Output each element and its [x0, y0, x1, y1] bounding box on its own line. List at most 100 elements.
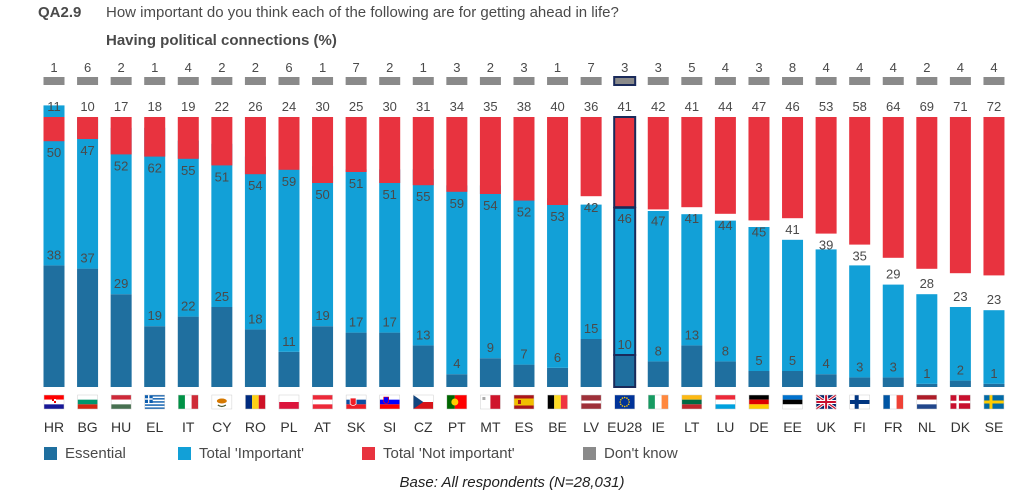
label-essential-el: 19 [147, 308, 161, 323]
category-label-ee: EE [783, 419, 802, 435]
bar-dont-know-cz [412, 77, 434, 85]
label-dont-know-at: 1 [319, 60, 326, 75]
chart-title: Having political connections (%) [106, 32, 337, 49]
legend-swatch-essential [44, 446, 57, 460]
bar-dont-know-se [983, 77, 1005, 85]
label-essential-cz: 13 [416, 327, 430, 342]
category-label-se: SE [985, 419, 1004, 435]
label-total-important-cy: 51 [215, 169, 229, 184]
bar-essential-be [547, 367, 569, 387]
bar-dont-know-be [547, 77, 569, 85]
bar-dont-know-fi [849, 77, 871, 85]
bar-not-important-it [177, 117, 199, 159]
bar-essential-fi [849, 377, 871, 387]
question-code: QA2.9 [38, 4, 82, 21]
bar-total-important-ee [782, 239, 804, 371]
label-not-important-hr: 11 [47, 99, 61, 114]
bar-essential-fr [882, 377, 904, 387]
bar-essential-se [983, 383, 1005, 387]
bar-essential-pt [446, 374, 468, 387]
label-total-important-ro: 54 [248, 178, 262, 193]
label-not-important-uk: 53 [819, 99, 833, 114]
label-total-important-fr: 29 [886, 267, 900, 282]
label-essential-es: 7 [520, 347, 527, 362]
label-total-important-se: 23 [987, 292, 1001, 307]
category-label-pl: PL [280, 419, 297, 435]
category-label-es: ES [515, 419, 534, 435]
category-label-uk: UK [816, 419, 836, 435]
label-total-important-bg: 47 [80, 143, 94, 158]
label-dont-know-lu: 4 [722, 60, 729, 75]
flag-hr-icon [43, 394, 65, 410]
label-total-important-si: 51 [382, 187, 396, 202]
bar-dont-know-uk [815, 77, 837, 85]
bar-not-important-hu [110, 117, 132, 155]
legend-total-not-important: Total 'Not important' [362, 444, 515, 462]
bar-not-important-el [144, 117, 166, 157]
bar-dont-know-lt [681, 77, 703, 85]
bar-total-important-lv [580, 204, 602, 339]
category-label-el: EL [146, 419, 163, 435]
bar-total-important-lu [714, 220, 736, 362]
label-total-important-nl: 28 [920, 276, 934, 291]
label-total-important-pt: 59 [450, 196, 464, 211]
bar-not-important-pt [446, 117, 468, 192]
bar-not-important-mt [479, 117, 501, 194]
label-total-important-de: 45 [752, 224, 766, 239]
label-essential-mt: 9 [487, 340, 494, 355]
label-essential-se: 1 [990, 366, 997, 381]
category-label-it: IT [182, 419, 195, 435]
category-label-pt: PT [448, 419, 466, 435]
label-dont-know-fr: 4 [890, 60, 897, 75]
bar-essential-lt [681, 345, 703, 387]
bar-essential-uk [815, 374, 837, 387]
bar-total-important-hu [110, 127, 132, 295]
flag-fi-icon [849, 394, 870, 410]
label-not-important-pt: 34 [450, 99, 464, 114]
flag-be-icon [547, 394, 568, 410]
bar-total-important-eu28 [613, 206, 637, 356]
label-not-important-sk: 25 [349, 99, 363, 114]
label-not-important-se: 72 [987, 99, 1001, 114]
bar-essential-sk [345, 332, 367, 387]
category-label-fr: FR [884, 419, 903, 435]
bar-not-important-ro [244, 117, 266, 175]
question-text: How important do you think each of the f… [106, 4, 619, 21]
flag-nl-icon [916, 394, 938, 410]
bar-total-important-hr [43, 105, 65, 266]
category-label-sk: SK [347, 419, 366, 435]
category-label-cy: CY [212, 419, 232, 435]
legend-swatch-dont-know [583, 446, 596, 460]
label-dont-know-dk: 4 [957, 60, 964, 75]
label-total-important-lu: 44 [718, 218, 732, 233]
label-total-important-ee: 41 [785, 222, 799, 237]
flag-mt-icon [480, 394, 501, 410]
bar-essential-nl [916, 383, 938, 387]
bar-essential-ro [244, 329, 266, 387]
label-total-important-hr: 50 [47, 145, 61, 160]
flag-dk-icon [950, 394, 971, 410]
bar-dont-know-cy [211, 77, 233, 85]
label-dont-know-si: 2 [386, 60, 393, 75]
bar-essential-cy [211, 307, 233, 387]
flag-se-icon [983, 394, 1005, 410]
bar-dont-know-si [379, 77, 401, 85]
label-total-important-at: 50 [315, 187, 329, 202]
legend-label-dont-know: Don't know [604, 444, 678, 462]
bar-not-important-uk [815, 117, 837, 234]
bar-not-important-at [312, 117, 334, 183]
label-not-important-be: 40 [550, 99, 564, 114]
category-label-dk: DK [951, 419, 971, 435]
bar-dont-know-nl [916, 77, 938, 85]
label-essential-fr: 3 [890, 359, 897, 374]
bar-not-important-be [547, 117, 569, 205]
bar-total-important-nl [916, 294, 938, 384]
flag-lu-icon [715, 394, 736, 410]
bar-dont-know-lv [580, 77, 602, 85]
legend-swatch-total-not-important [362, 446, 375, 460]
label-dont-know-se: 4 [990, 60, 997, 75]
bar-total-important-bg [77, 118, 99, 269]
label-total-important-cz: 55 [416, 189, 430, 204]
bar-not-important-fr [882, 117, 904, 258]
bar-not-important-se [983, 117, 1005, 276]
